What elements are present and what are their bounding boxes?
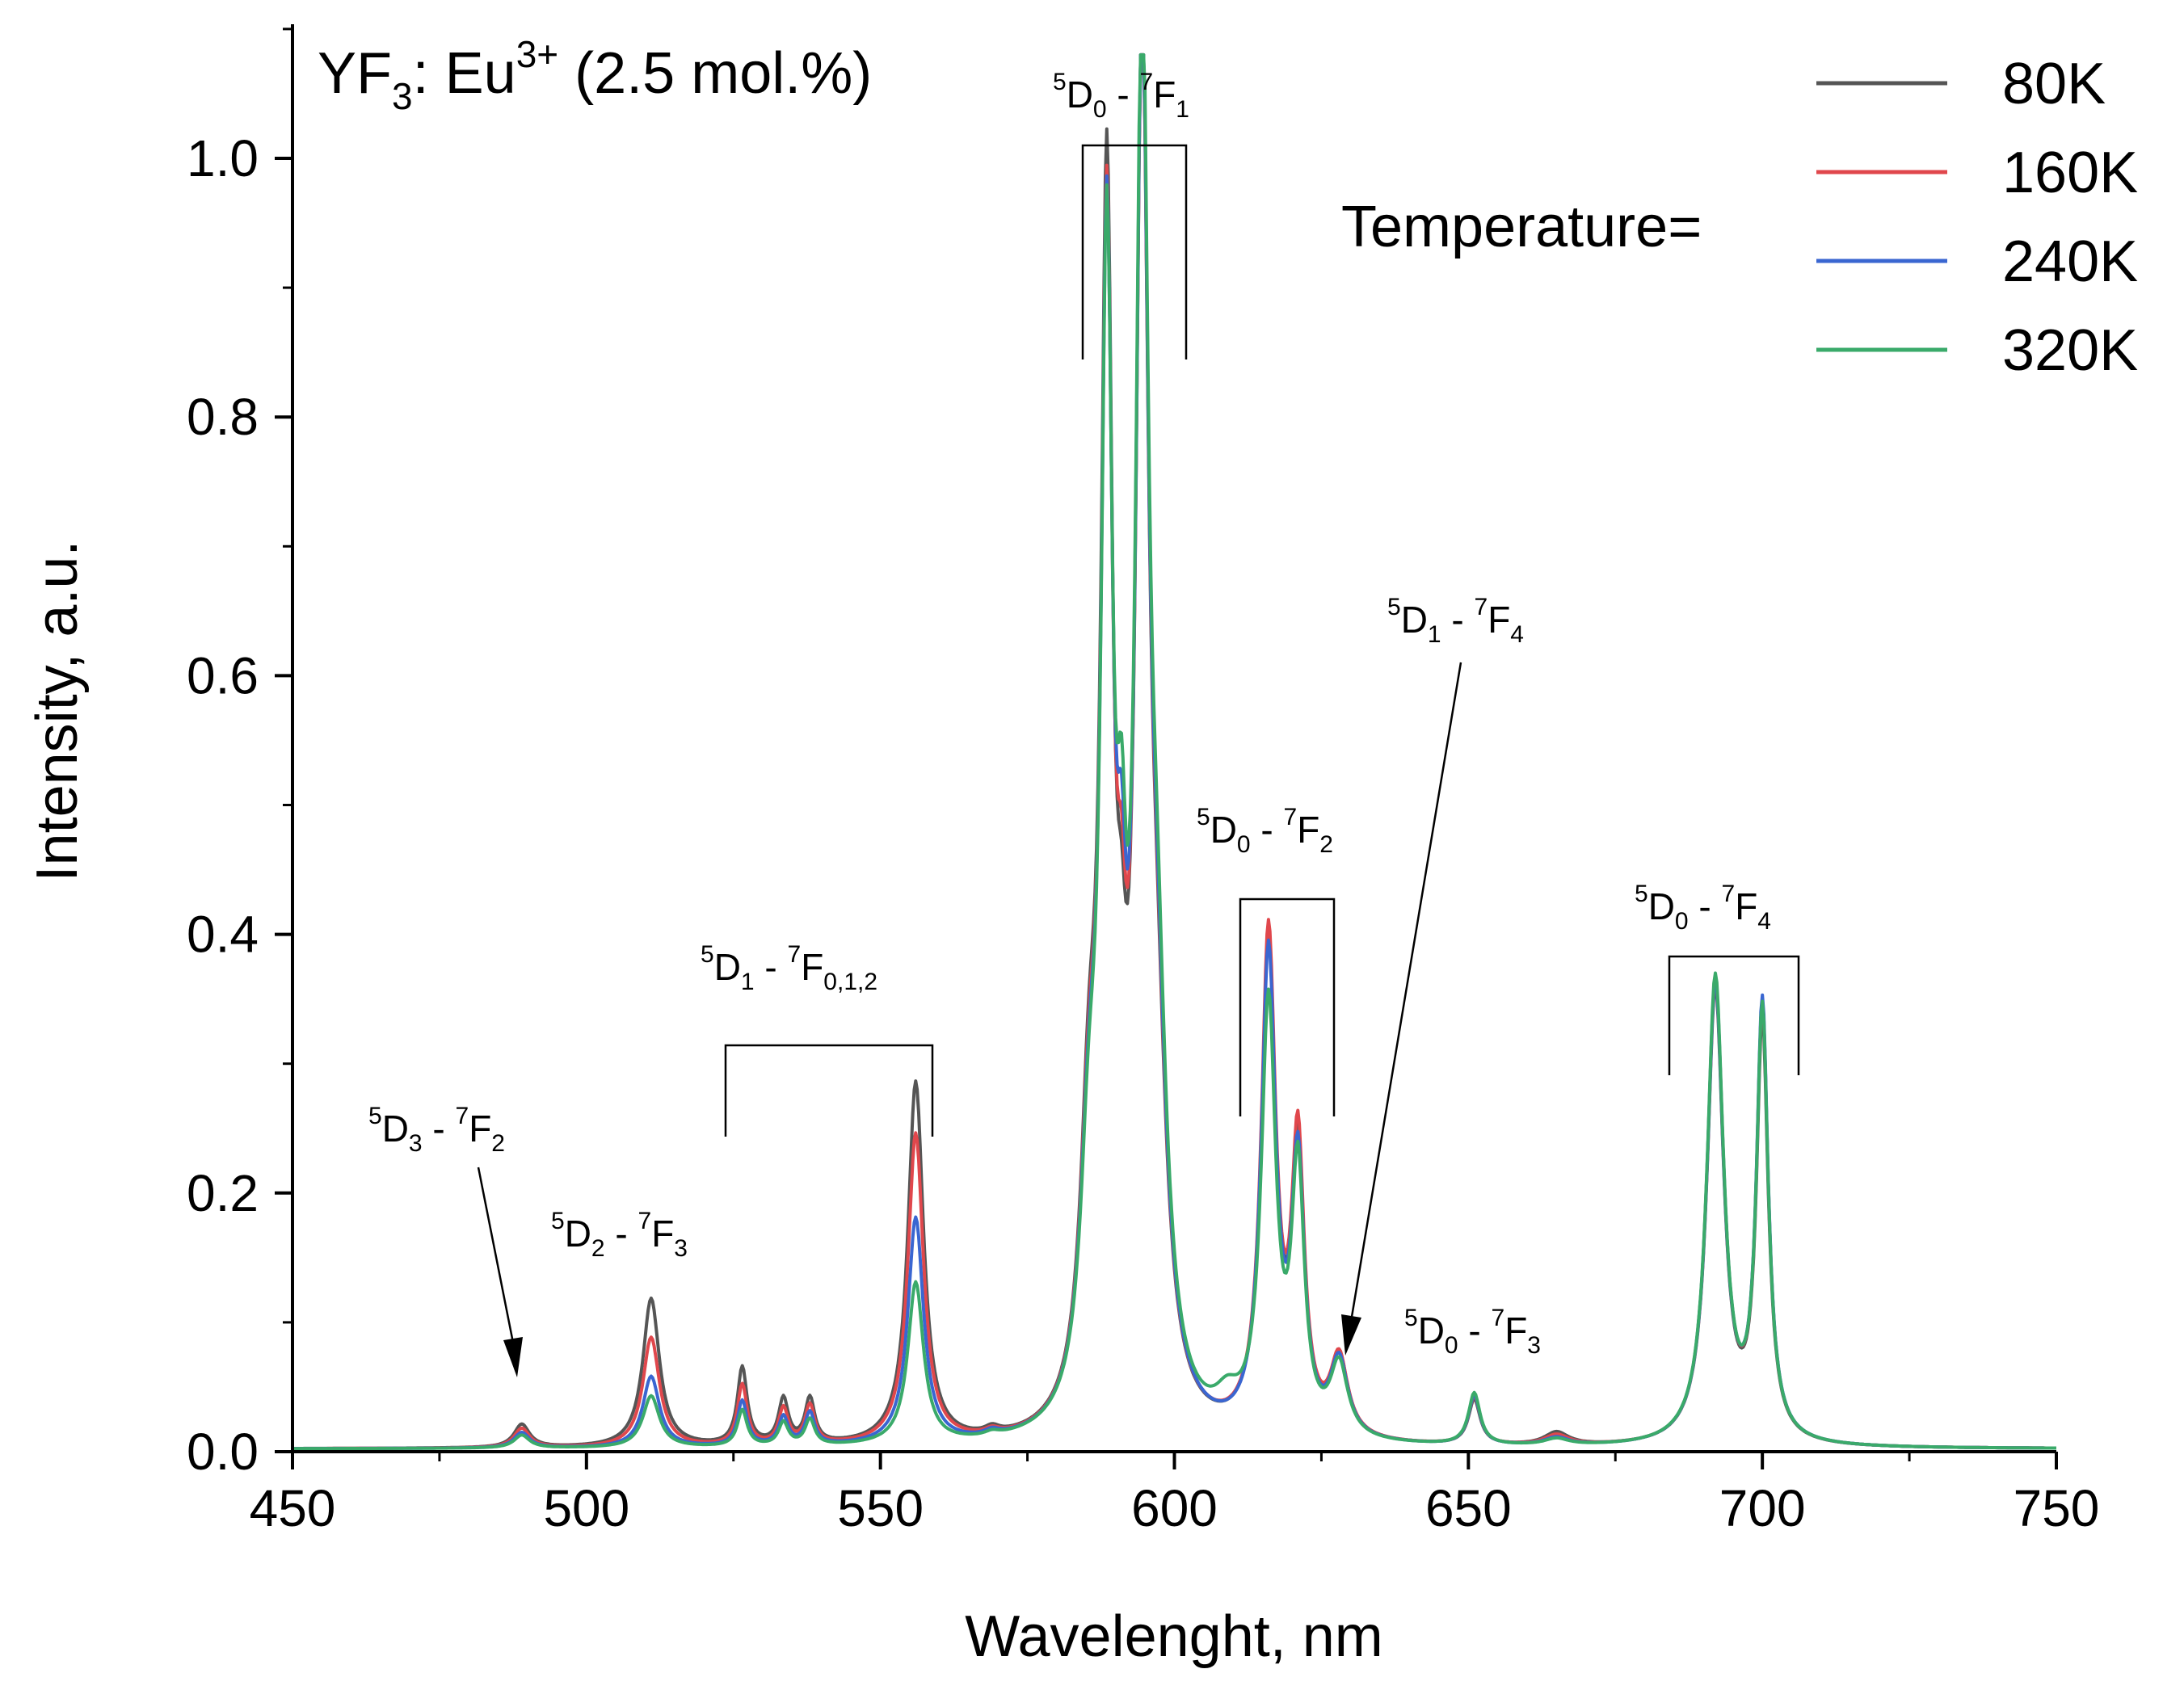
y-ticks: 0.0 0.2 0.4 0.6 0.8 1.0 [187, 27, 292, 1481]
y-tick-label: 1.0 [187, 129, 259, 187]
x-tick-label: 650 [1425, 1479, 1512, 1537]
annotation-5D0-7F4: 5D0 - 7F4 [1635, 881, 1771, 935]
legend-label-80K: 80K [2002, 52, 2106, 116]
x-tick-label: 450 [250, 1479, 336, 1537]
annotation-5D1-7F4: 5D1 - 7F4 [1387, 594, 1524, 648]
annotation-arrows [477, 662, 1462, 1377]
annotation-labels: 5D3 - 7F2 5D2 - 7F3 5D1 - 7F0,1,2 5D0 - … [368, 69, 1771, 1359]
annotation-brackets [724, 144, 1800, 1137]
title-dopant-superscript: 3+ [516, 33, 558, 75]
y-axis-title: Intensity, a.u. [25, 540, 90, 882]
bracket-5D0-7F1 [1081, 144, 1188, 359]
legend-title: Temperature= [1341, 195, 1702, 259]
y-tick-label: 0.8 [187, 388, 259, 446]
bracket-5D0-7F4 [1668, 955, 1800, 1075]
title-dopant: : Eu [413, 41, 516, 106]
arrow-5D1-7F4-shaft [1350, 662, 1462, 1318]
chart-title: YF3: Eu3+ (2.5 mol.%) [318, 33, 872, 117]
legend: Temperature= 80K 160K 240K 320K [1341, 52, 2138, 383]
x-ticks: 450 500 550 600 650 700 750 [250, 1452, 2100, 1537]
x-tick-label: 700 [1719, 1479, 1806, 1537]
annotation-5D1-7F012: 5D1 - 7F0,1,2 [701, 941, 877, 995]
arrow-5D3-7F2-head [503, 1337, 523, 1377]
x-axis-title: Wavelenght, nm [965, 1604, 1383, 1669]
x-tick-label: 500 [543, 1479, 629, 1537]
annotation-5D3-7F2: 5D3 - 7F2 [368, 1103, 505, 1157]
annotation-5D0-7F1: 5D0 - 7F1 [1053, 69, 1189, 123]
bracket-5D1-7F012 [724, 1044, 934, 1137]
bracket-5D0-7F2 [1239, 898, 1336, 1116]
title-concentration: (2.5 mol.%) [558, 41, 872, 106]
series-layer [292, 53, 2057, 1451]
legend-label-320K: 320K [2002, 318, 2138, 383]
x-tick-label: 750 [2014, 1479, 2100, 1537]
title-host: YF [318, 41, 392, 106]
annotation-5D2-7F3: 5D2 - 7F3 [551, 1208, 688, 1262]
legend-label-240K: 240K [2002, 229, 2138, 294]
x-tick-label: 600 [1131, 1479, 1218, 1537]
annotation-5D0-7F3: 5D0 - 7F3 [1404, 1305, 1541, 1359]
y-tick-label: 0.2 [187, 1164, 259, 1222]
x-tick-label: 550 [837, 1479, 924, 1537]
y-tick-label: 0.0 [187, 1423, 259, 1481]
arrow-5D1-7F4-head [1341, 1314, 1361, 1356]
legend-label-160K: 160K [2002, 141, 2138, 205]
title-host-subscript: 3 [392, 75, 413, 117]
annotation-5D0-7F2: 5D0 - 7F2 [1197, 804, 1333, 858]
arrow-5D3-7F2-shaft [477, 1167, 515, 1343]
y-tick-label: 0.4 [187, 906, 259, 964]
series-line-320K [292, 53, 2057, 1451]
y-tick-label: 0.6 [187, 646, 259, 704]
